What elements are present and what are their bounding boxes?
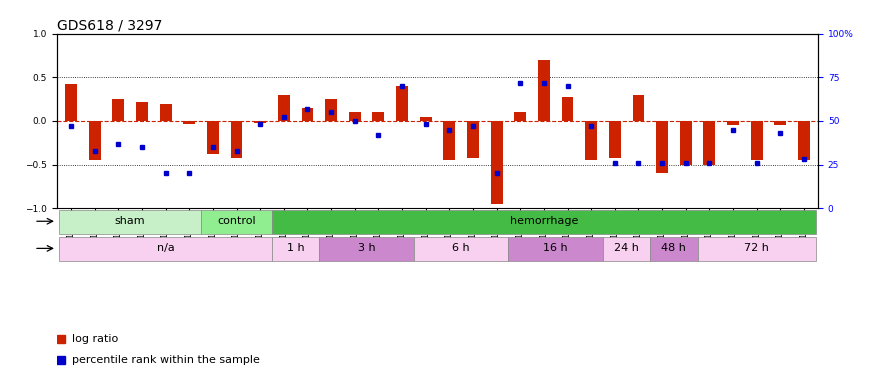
Bar: [650, 237, 697, 261]
Bar: [88, 121, 101, 160]
Bar: [326, 99, 337, 121]
Bar: [231, 121, 242, 158]
Text: 24 h: 24 h: [614, 243, 639, 254]
Bar: [65, 84, 77, 121]
Bar: [467, 121, 479, 158]
Bar: [491, 121, 502, 204]
Bar: [633, 95, 644, 121]
Bar: [508, 237, 603, 261]
Text: 48 h: 48 h: [662, 243, 686, 254]
Bar: [562, 98, 573, 121]
Bar: [414, 237, 508, 261]
Bar: [278, 95, 290, 121]
Bar: [349, 112, 360, 121]
Text: 6 h: 6 h: [452, 243, 470, 254]
Bar: [207, 121, 219, 154]
Bar: [774, 121, 787, 125]
Bar: [272, 237, 319, 261]
Bar: [201, 210, 272, 234]
Bar: [680, 121, 691, 165]
Bar: [60, 210, 201, 234]
Bar: [751, 121, 763, 160]
Bar: [160, 104, 172, 121]
Bar: [585, 121, 597, 160]
Text: percentile rank within the sample: percentile rank within the sample: [72, 355, 260, 365]
Text: control: control: [217, 216, 256, 226]
Text: 3 h: 3 h: [358, 243, 375, 254]
Bar: [704, 121, 715, 165]
Text: log ratio: log ratio: [72, 334, 118, 344]
Text: 1 h: 1 h: [287, 243, 304, 254]
Bar: [112, 99, 124, 121]
Bar: [538, 60, 550, 121]
Bar: [184, 121, 195, 124]
Text: 16 h: 16 h: [543, 243, 568, 254]
Bar: [272, 210, 816, 234]
Bar: [319, 237, 414, 261]
Bar: [444, 121, 455, 160]
Bar: [697, 237, 816, 261]
Text: n/a: n/a: [157, 243, 174, 254]
Bar: [609, 121, 620, 159]
Bar: [136, 102, 148, 121]
Text: 72 h: 72 h: [745, 243, 769, 254]
Bar: [420, 117, 431, 121]
Bar: [514, 112, 526, 121]
Bar: [603, 237, 650, 261]
Bar: [396, 86, 408, 121]
Bar: [656, 121, 668, 173]
Text: sham: sham: [115, 216, 145, 226]
Text: GDS618 / 3297: GDS618 / 3297: [57, 19, 162, 33]
Bar: [727, 121, 738, 125]
Bar: [373, 112, 384, 121]
Bar: [60, 237, 272, 261]
Bar: [798, 121, 810, 160]
Text: hemorrhage: hemorrhage: [510, 216, 578, 226]
Bar: [302, 108, 313, 121]
Bar: [255, 121, 266, 123]
